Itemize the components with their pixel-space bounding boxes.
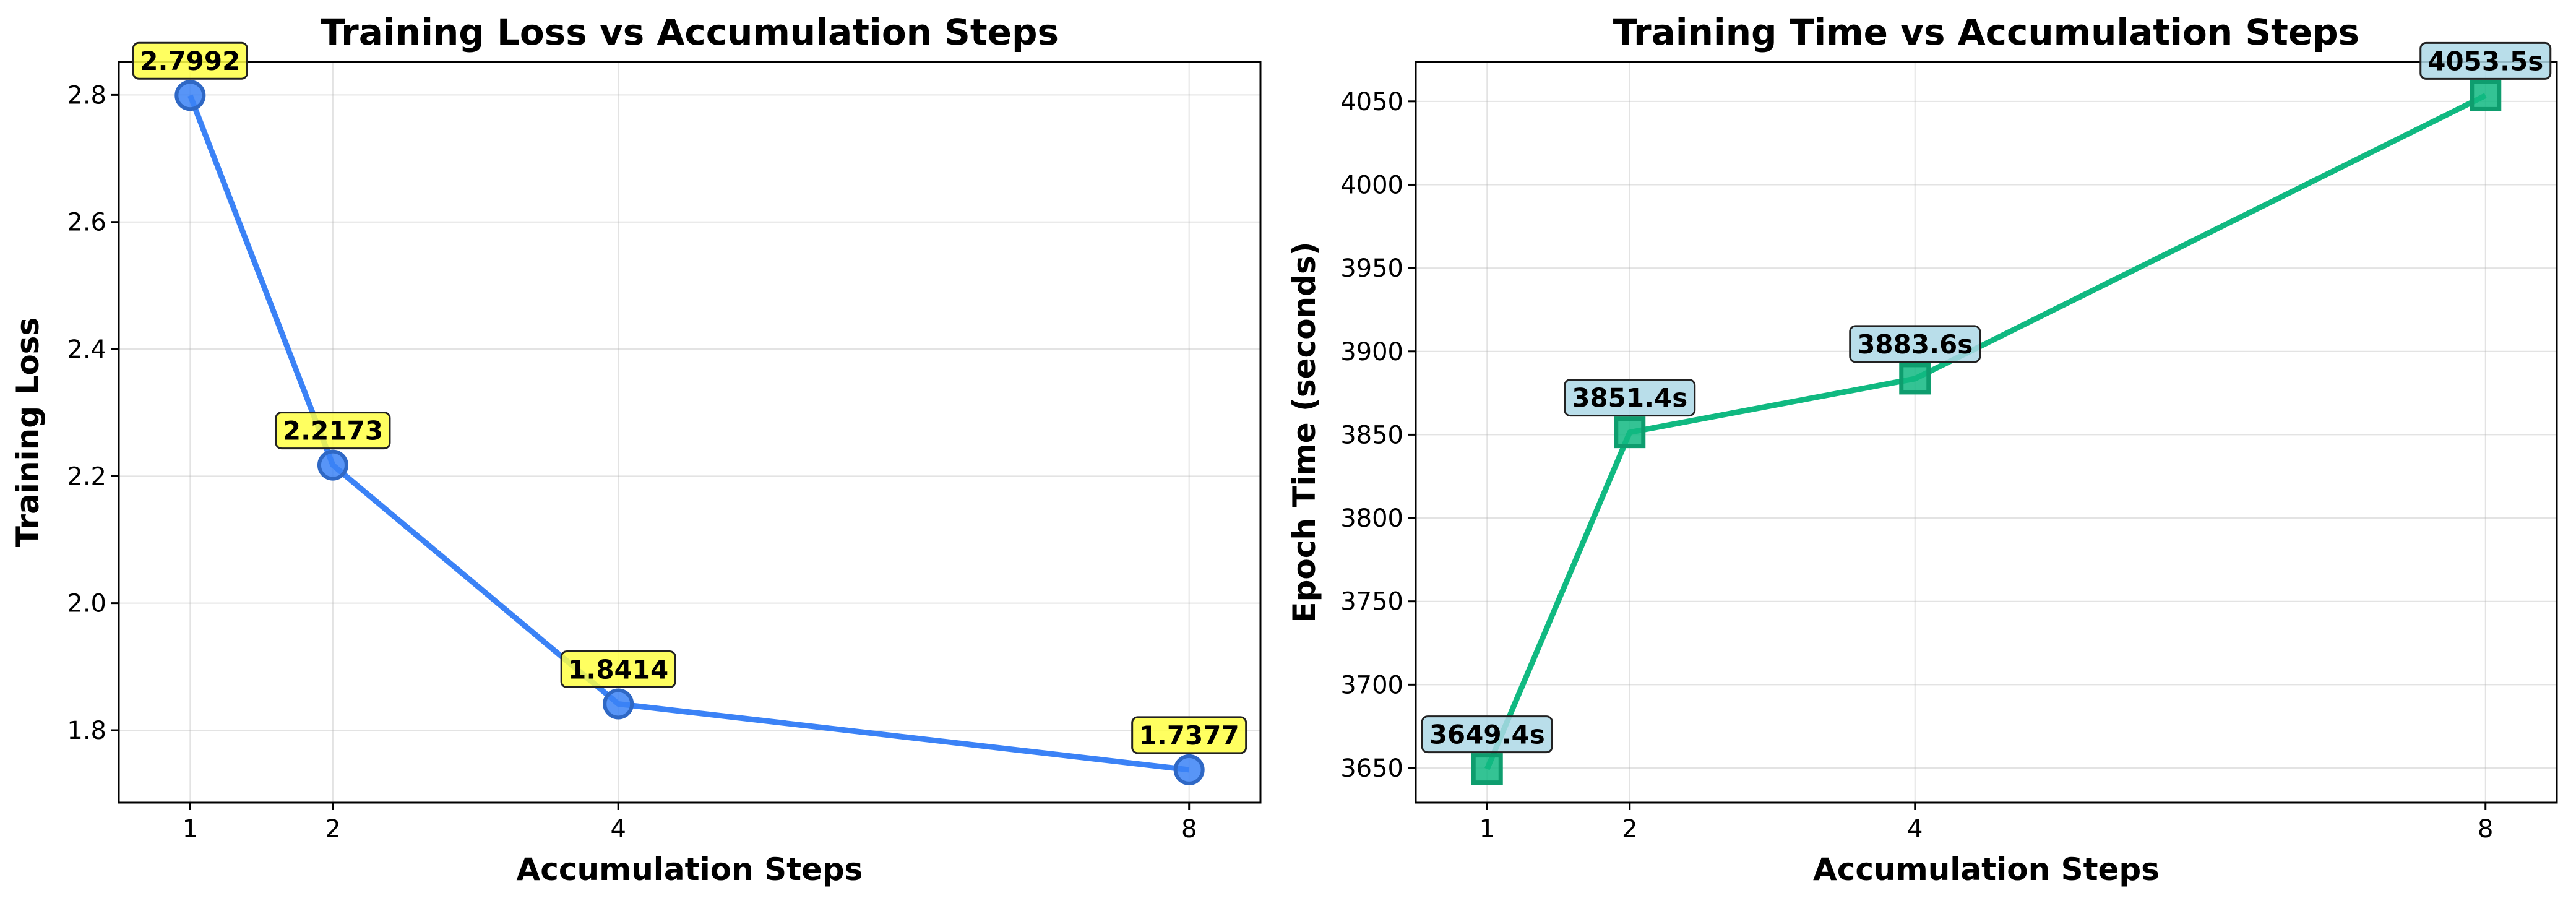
data-label: 2.7992 <box>140 46 240 76</box>
data-point <box>1173 754 1205 785</box>
x-tick-label: 4 <box>610 815 626 843</box>
data-label: 3649.4s <box>1429 720 1545 750</box>
x-axis-label: Accumulation Steps <box>517 852 863 887</box>
data-label-box <box>132 41 248 80</box>
x-tick-label: 2 <box>1622 815 1637 843</box>
y-tick-label: 3900 <box>1340 338 1403 366</box>
x-tick-label: 4 <box>1907 815 1923 843</box>
y-tick-label: 1.8 <box>67 717 106 745</box>
y-tick-label: 2.0 <box>67 590 106 618</box>
data-label-box <box>1421 715 1553 754</box>
loss-panel: 1 2 4 8 1.8 2.0 2.2 2.4 2.6 2.8 Training Loss vs A… <box>10 11 1262 887</box>
y-tick-label: 4000 <box>1340 171 1403 199</box>
data-label: 3851.4s <box>1572 383 1687 413</box>
x-tick-label: 1 <box>183 815 198 843</box>
y-tick-label: 2.2 <box>67 462 106 491</box>
data-label-box <box>560 650 676 688</box>
y-tick-label: 2.8 <box>67 81 106 110</box>
plot-frame <box>118 61 1262 804</box>
y-tick-label: 3750 <box>1340 588 1403 616</box>
series-line <box>187 94 1190 773</box>
y-axis-label: Epoch Time (seconds) <box>1286 241 1322 623</box>
data-label-box <box>1131 716 1247 754</box>
chart-title: Training Time vs Accumulation Steps <box>1613 11 2359 53</box>
data-label: 1.8414 <box>568 654 668 684</box>
x-tick-label: 1 <box>1480 815 1495 843</box>
y-tick-label: 3650 <box>1340 754 1403 783</box>
y-tick-label: 3950 <box>1340 254 1403 283</box>
series-line <box>1484 93 2487 770</box>
y-tick-label: 4050 <box>1340 88 1403 116</box>
data-label: 1.7377 <box>1139 720 1239 751</box>
y-axis-label: Training Loss <box>10 317 46 547</box>
data-point <box>1899 363 1931 395</box>
x-tick-label: 8 <box>2478 815 2493 843</box>
data-label-box <box>1564 379 1696 417</box>
plot-frame <box>1415 61 2558 804</box>
data-point <box>1614 416 1646 449</box>
data-label-box <box>2419 41 2552 80</box>
y-tick-label: 3800 <box>1340 504 1403 533</box>
x-axis-label: Accumulation Steps <box>1813 852 2160 887</box>
data-label-box <box>275 412 391 450</box>
y-tick-label: 3850 <box>1340 421 1403 449</box>
y-tick-label: 3700 <box>1340 671 1403 699</box>
data-label: 4053.5s <box>2427 46 2543 76</box>
y-tick-label: 2.6 <box>67 209 106 237</box>
chart-title: Training Loss vs Accumulation Steps <box>321 11 1059 53</box>
data-point <box>1471 753 1503 785</box>
time-panel: 1 2 4 8 3650 3700 3750 3800 3850 3900 3950 4000 4050… <box>1286 11 2558 887</box>
y-tick-label: 2.4 <box>67 335 106 364</box>
data-point <box>2470 79 2502 111</box>
data-label-box <box>1849 325 1981 363</box>
data-point <box>174 80 206 111</box>
x-tick-label: 8 <box>1181 815 1197 843</box>
x-tick-label: 2 <box>325 815 340 843</box>
data-point <box>603 688 634 720</box>
data-label: 2.2173 <box>283 416 383 446</box>
data-label: 3883.6s <box>1857 329 1973 360</box>
data-point <box>317 449 348 481</box>
